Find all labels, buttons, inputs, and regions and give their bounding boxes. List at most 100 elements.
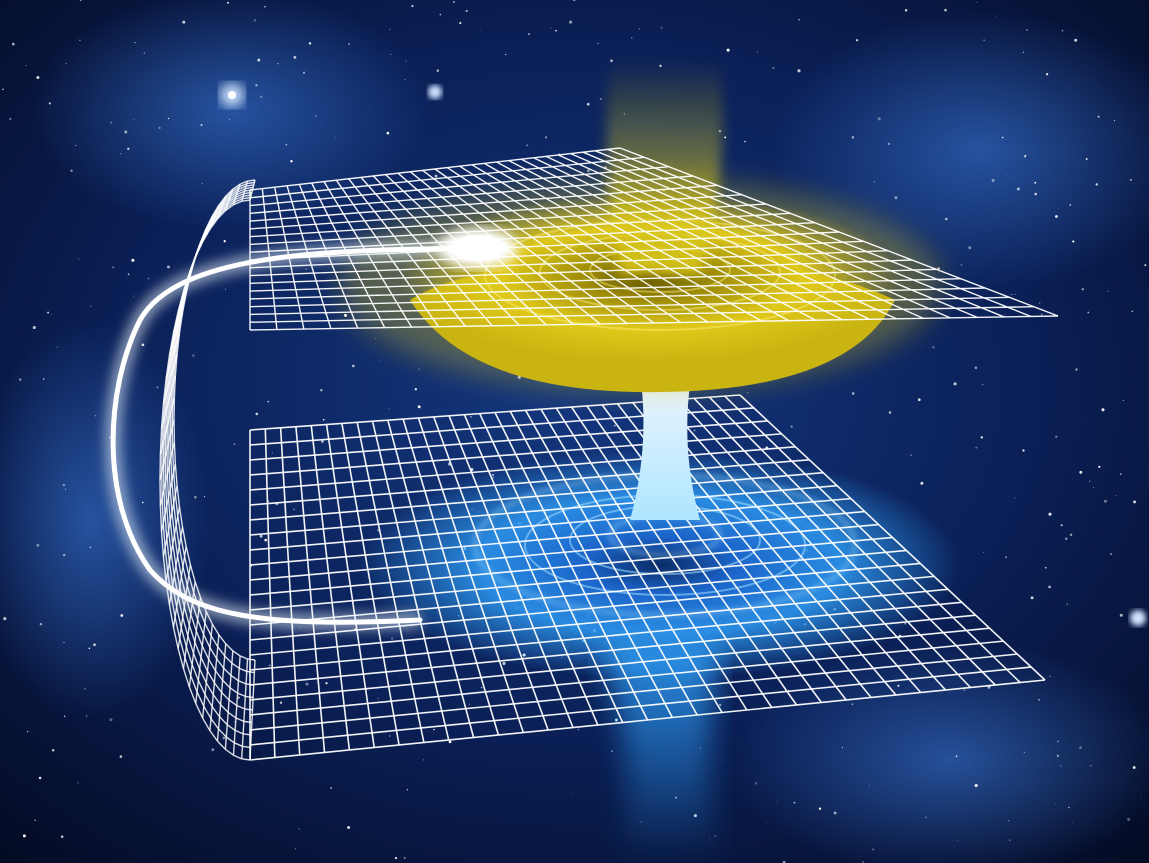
star-icon bbox=[200, 123, 203, 127]
star-icon bbox=[1038, 699, 1040, 701]
star-icon bbox=[573, 0, 576, 2]
star-icon bbox=[389, 53, 392, 56]
star-icon bbox=[1133, 500, 1137, 504]
star-icon bbox=[465, 9, 468, 12]
star-icon bbox=[377, 698, 379, 700]
star-icon bbox=[756, 51, 759, 53]
star-icon bbox=[772, 66, 775, 70]
star-icon bbox=[1084, 421, 1086, 423]
star-icon bbox=[1097, 115, 1100, 118]
star-icon bbox=[955, 755, 958, 757]
star-icon bbox=[51, 313, 53, 315]
star-icon bbox=[600, 98, 602, 100]
star-icon bbox=[141, 343, 145, 347]
star-icon bbox=[267, 400, 269, 403]
star-icon bbox=[874, 181, 875, 183]
star-icon bbox=[1011, 294, 1013, 296]
star-icon bbox=[1098, 465, 1101, 468]
star-icon bbox=[975, 446, 978, 449]
star-icon bbox=[995, 16, 997, 18]
star-icon bbox=[394, 857, 398, 860]
star-icon bbox=[38, 776, 42, 780]
star-icon bbox=[776, 800, 778, 802]
star-icon bbox=[744, 140, 746, 143]
star-icon bbox=[320, 389, 323, 392]
star-icon bbox=[264, 538, 268, 542]
star-icon bbox=[1030, 596, 1034, 600]
star-icon bbox=[1072, 822, 1074, 823]
star-icon bbox=[611, 750, 613, 752]
light-trail-icon bbox=[110, 245, 493, 625]
star-icon bbox=[638, 28, 641, 30]
star-icon bbox=[433, 728, 435, 731]
star-icon bbox=[818, 807, 822, 810]
star-icon bbox=[1022, 51, 1025, 53]
star-icon bbox=[660, 26, 663, 29]
star-icon bbox=[19, 378, 22, 381]
star-icon bbox=[228, 118, 231, 120]
star-icon bbox=[390, 637, 394, 640]
star-icon bbox=[63, 715, 66, 718]
star-icon bbox=[371, 520, 373, 522]
star-icon bbox=[298, 828, 300, 830]
star-icon bbox=[1040, 313, 1043, 316]
star-icon bbox=[862, 861, 864, 863]
star-icon bbox=[1127, 817, 1131, 821]
star-icon bbox=[1085, 158, 1088, 160]
nebula-cloud bbox=[0, 320, 210, 720]
star-icon bbox=[569, 20, 573, 24]
star-icon bbox=[167, 117, 170, 120]
star-icon bbox=[615, 718, 618, 722]
star-icon bbox=[192, 354, 195, 357]
star-icon bbox=[147, 277, 150, 280]
star-icon bbox=[27, 730, 29, 733]
star-icon bbox=[1059, 765, 1062, 767]
star-icon bbox=[1044, 566, 1047, 569]
star-icon bbox=[211, 748, 215, 752]
bright-star bbox=[1130, 610, 1146, 626]
star-icon bbox=[718, 703, 722, 707]
star-icon bbox=[721, 761, 722, 762]
wormhole-throat bbox=[630, 360, 700, 520]
nebula-cloud bbox=[30, 0, 430, 230]
star-icon bbox=[417, 405, 421, 409]
star-icon bbox=[86, 715, 88, 717]
star-icon bbox=[1081, 288, 1084, 291]
star-icon bbox=[388, 408, 390, 410]
star-icon bbox=[406, 788, 409, 791]
star-icon bbox=[25, 65, 27, 67]
star-icon bbox=[734, 55, 736, 56]
star-icon bbox=[233, 443, 235, 445]
star-icon bbox=[233, 721, 235, 723]
bright-star bbox=[428, 85, 442, 99]
star-icon bbox=[77, 782, 79, 784]
star-icon bbox=[120, 153, 122, 155]
star-icon bbox=[630, 36, 633, 39]
star-icon bbox=[925, 816, 927, 819]
star-icon bbox=[47, 311, 50, 314]
star-icon bbox=[1131, 310, 1134, 313]
star-icon bbox=[724, 136, 727, 139]
star-icon bbox=[841, 747, 844, 749]
star-icon bbox=[348, 43, 351, 46]
star-icon bbox=[414, 387, 418, 391]
star-icon bbox=[1001, 136, 1004, 139]
star-icon bbox=[194, 495, 197, 499]
star-icon bbox=[747, 392, 749, 394]
star-icon bbox=[877, 117, 881, 121]
star-icon bbox=[960, 264, 962, 266]
star-icon bbox=[1120, 473, 1122, 475]
star-icon bbox=[225, 288, 226, 290]
star-icon bbox=[112, 266, 115, 269]
star-icon bbox=[302, 71, 306, 74]
star-icon bbox=[268, 664, 271, 667]
star-icon bbox=[1014, 497, 1016, 499]
star-icon bbox=[793, 801, 796, 804]
star-icon bbox=[1069, 533, 1073, 536]
star-icon bbox=[1132, 255, 1133, 257]
star-icon bbox=[418, 368, 420, 371]
star-icon bbox=[109, 718, 113, 722]
star-icon bbox=[523, 727, 525, 729]
star-icon bbox=[798, 18, 801, 21]
star-icon bbox=[434, 174, 438, 178]
